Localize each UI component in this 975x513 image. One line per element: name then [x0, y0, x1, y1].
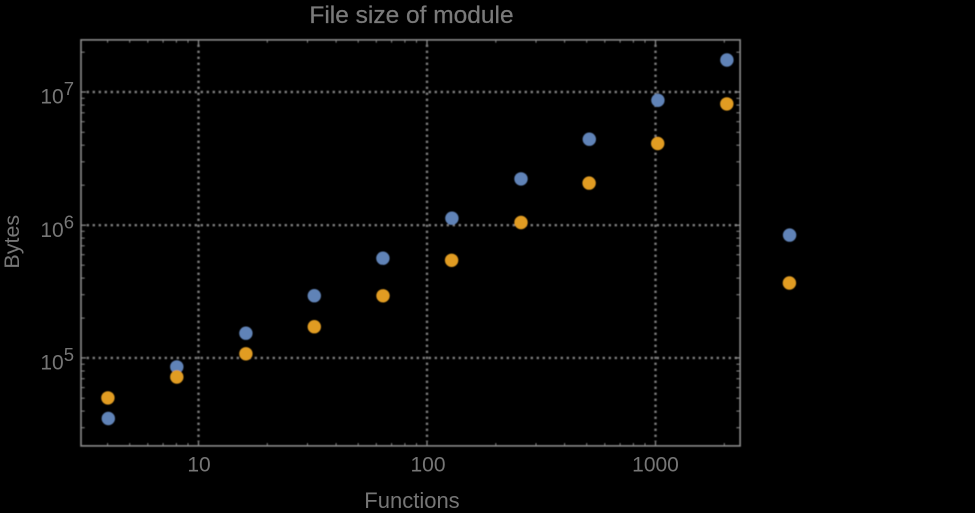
svg-text:File size of module: File size of module — [309, 2, 513, 29]
svg-text:Bytes: Bytes — [0, 215, 24, 269]
svg-text:1000: 1000 — [632, 454, 679, 477]
svg-text:100: 100 — [410, 454, 445, 477]
svg-text:10: 10 — [187, 454, 210, 477]
svg-text:Functions: Functions — [364, 488, 459, 513]
